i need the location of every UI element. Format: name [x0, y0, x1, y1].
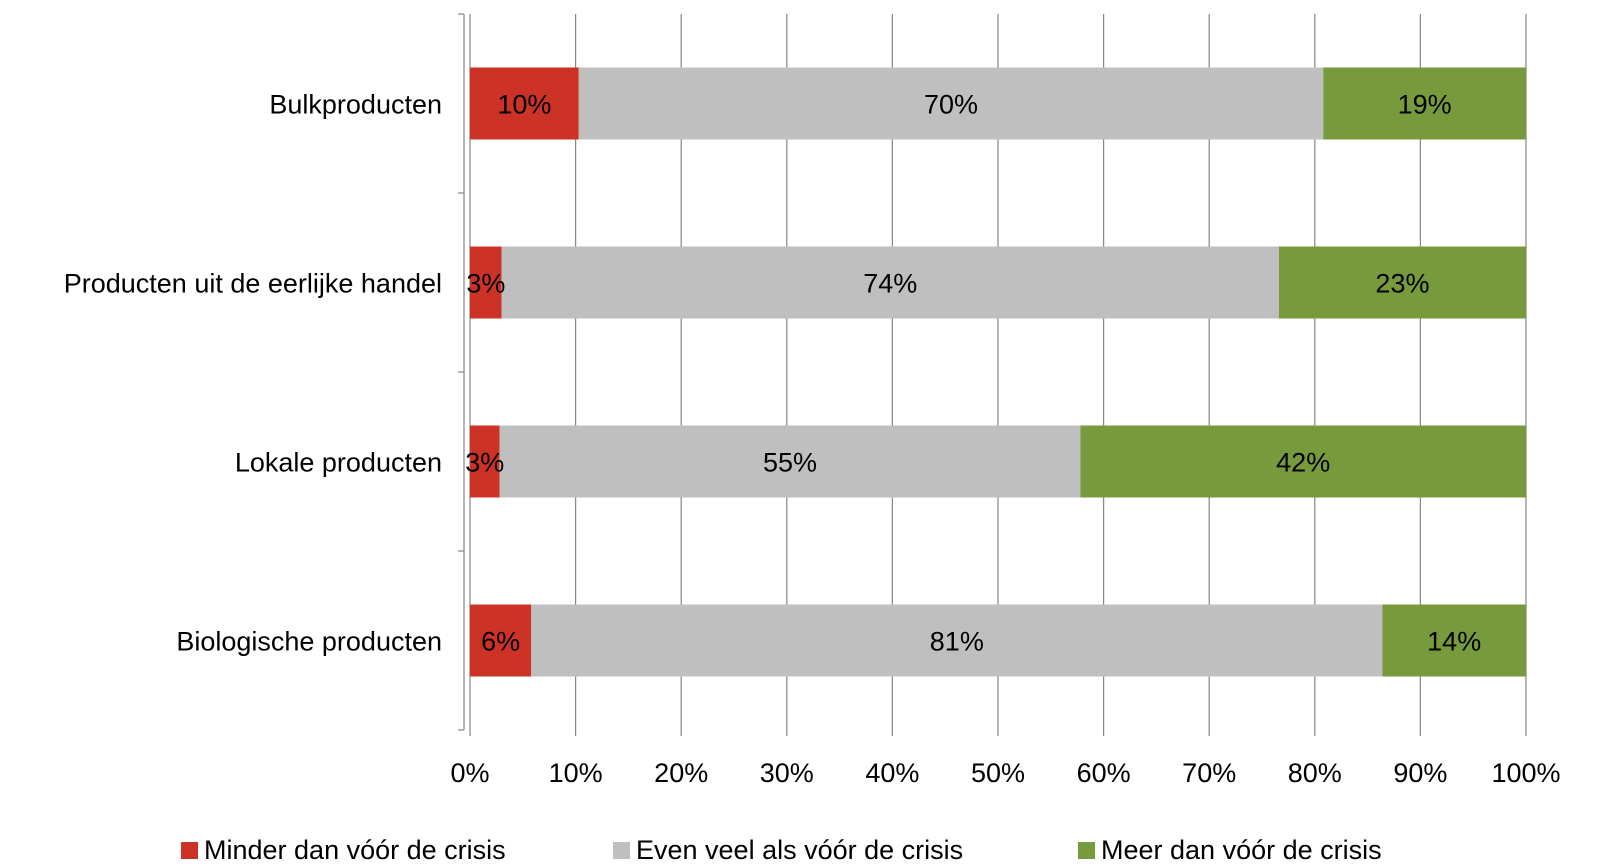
bar-0-1	[578, 67, 1324, 140]
bar-3-1	[531, 604, 1383, 677]
data-label-0-2: 19%	[1398, 90, 1452, 120]
category-label-1: Producten uit de eerlijke handel	[64, 269, 442, 299]
axes	[458, 13, 465, 731]
bar-segments	[470, 67, 1526, 677]
bar-2-0	[470, 425, 500, 498]
category-label-0: Bulkproducten	[269, 90, 442, 120]
legend-item-meer: Meer dan vóór de crisis	[1078, 832, 1382, 868]
bar-3-2	[1382, 604, 1526, 677]
x-tick-label-9: 90%	[1393, 758, 1447, 788]
x-tick-label-7: 70%	[1182, 758, 1236, 788]
bar-1-1	[501, 246, 1279, 319]
legend-label-minder: Minder dan vóór de crisis	[204, 834, 506, 865]
bar-2-1	[499, 425, 1081, 498]
data-label-0-0: 10%	[497, 90, 551, 120]
bar-0-0	[470, 67, 579, 140]
x-tick-label-10: 100%	[1491, 758, 1560, 788]
bar-2-2	[1080, 425, 1526, 498]
x-tick-label-2: 20%	[654, 758, 708, 788]
legend-item-even-veel: Even veel als vóór de crisis	[613, 832, 963, 868]
bar-3-0	[470, 604, 532, 677]
bar-1-2	[1278, 246, 1526, 319]
bar-0-2	[1323, 67, 1526, 140]
legend-swatch-meer	[1078, 841, 1095, 859]
data-label-2-0: 3%	[465, 448, 504, 478]
legend-swatch-minder	[181, 841, 198, 859]
category-label-3: Biologische producten	[176, 627, 442, 657]
x-tick-labels: 0% 10% 20% 30% 40% 50% 60% 70% 80% 90% 100%	[450, 758, 1560, 788]
x-tick-label-6: 60%	[1077, 758, 1131, 788]
data-label-2-2: 42%	[1276, 448, 1330, 478]
x-tick-label-0: 0%	[450, 758, 489, 788]
legend-label-even-veel: Even veel als vóór de crisis	[636, 834, 964, 865]
data-label-1-2: 23%	[1375, 269, 1429, 299]
x-tick-label-8: 80%	[1288, 758, 1342, 788]
data-label-0-1: 70%	[924, 90, 978, 120]
bar-1-0	[470, 246, 502, 319]
category-labels: Bulkproducten Producten uit de eerlijke h…	[64, 90, 442, 657]
legend: Minder dan vóór de crisis Even veel als …	[0, 832, 1624, 868]
legend-label-meer: Meer dan vóór de crisis	[1101, 834, 1382, 865]
x-tick-label-3: 30%	[760, 758, 814, 788]
legend-swatch-even-veel	[613, 841, 630, 859]
data-label-3-0: 6%	[481, 627, 520, 657]
category-label-2: Lokale producten	[235, 448, 442, 478]
data-labels: 10% 70% 19% 3% 74% 23% 3% 55% 42% 6% 81% 14%	[465, 90, 1481, 657]
data-label-3-1: 81%	[930, 627, 984, 657]
x-tick-label-1: 10%	[549, 758, 603, 788]
data-label-2-1: 55%	[763, 448, 817, 478]
legend-item-minder: Minder dan vóór de crisis	[181, 832, 506, 868]
x-tick-label-4: 40%	[865, 758, 919, 788]
x-tick-label-5: 50%	[971, 758, 1025, 788]
data-label-3-2: 14%	[1427, 627, 1481, 657]
data-label-1-1: 74%	[863, 269, 917, 299]
data-label-1-0: 3%	[466, 269, 505, 299]
